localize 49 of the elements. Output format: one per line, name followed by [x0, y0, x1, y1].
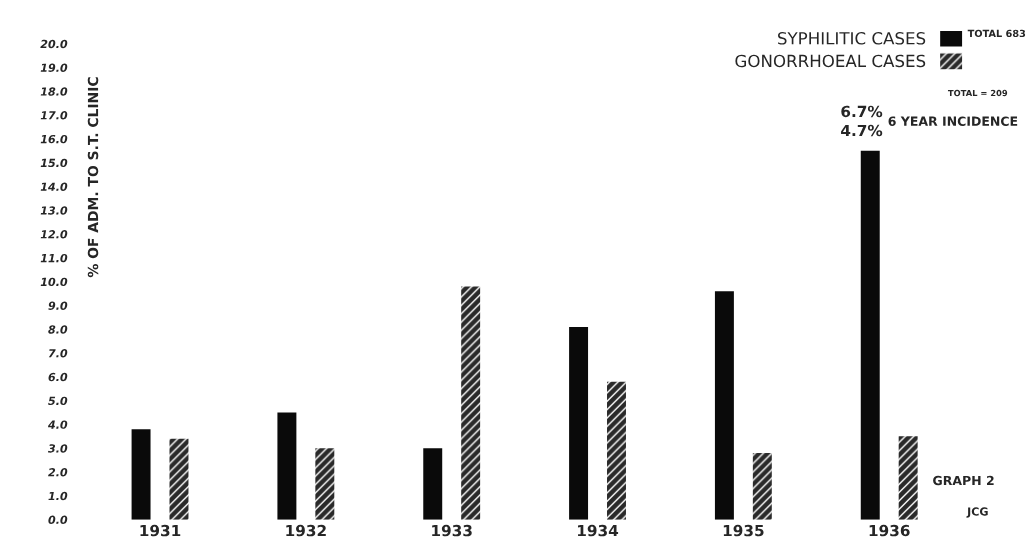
- y-tick-label: 17.0: [40, 111, 68, 120]
- text: JCG: [966, 507, 988, 518]
- bar: [898, 436, 918, 520]
- y-tick-label: 19.0: [40, 63, 68, 72]
- annotation: 6.7%: [841, 105, 883, 118]
- bar: [131, 429, 151, 520]
- annotation: 4.7%: [841, 124, 883, 137]
- x-tick-label: 1936: [869, 524, 910, 537]
- y-tick-label: 5.0: [48, 396, 68, 406]
- bar: [461, 286, 481, 520]
- x-tick-label: 1933: [432, 524, 472, 537]
- x-tick-label: 1934: [578, 524, 619, 537]
- y-tick-label: 12.0: [40, 230, 68, 239]
- bar: [277, 412, 297, 520]
- y-tick-label: 13.0: [40, 206, 68, 215]
- x-tick-label: 1932: [286, 524, 326, 537]
- y-axis-title: % OF ADM. TO S.T. CLINIC: [87, 77, 99, 278]
- annotation: 6 YEAR INCIDENCE: [888, 116, 1018, 126]
- bar: [752, 453, 772, 520]
- y-tick-label: 8.0: [48, 325, 68, 334]
- annotation: TOTAL = 209: [947, 89, 1008, 97]
- y-tick-label: 10.0: [40, 277, 68, 287]
- y-tick-label: 14.0: [40, 182, 68, 191]
- y-tick-label: 16.0: [40, 134, 68, 144]
- text: TOTAL 683: [967, 29, 1026, 38]
- bar: [860, 150, 880, 520]
- bar: [169, 438, 189, 520]
- y-tick-label: 6.0: [48, 372, 68, 382]
- legend-label: GONORRHOEAL CASES: [735, 54, 926, 68]
- y-tick-label: 7.0: [48, 349, 68, 358]
- y-tick-label: 15.0: [40, 158, 68, 168]
- y-tick-label: 18.0: [40, 87, 68, 96]
- annotation: GRAPH 2: [933, 475, 994, 486]
- y-tick-label: 4.0: [47, 420, 68, 429]
- y-tick-label: 11.0: [40, 253, 68, 263]
- bar: [423, 448, 443, 520]
- x-tick-label: 1935: [723, 524, 764, 537]
- bar: [607, 381, 626, 520]
- bar: [315, 448, 335, 520]
- bar: [714, 291, 734, 520]
- y-tick-label: 2.0: [48, 468, 68, 477]
- y-tick-label: 0.0: [48, 515, 68, 525]
- legend-label: SYPHILITIC CASES: [778, 32, 926, 45]
- bar: [569, 326, 589, 520]
- y-tick-label: 3.0: [47, 444, 68, 453]
- y-tick-label: 9.0: [48, 301, 68, 310]
- y-tick-label: 20.0: [40, 39, 68, 49]
- y-tick-label: 1.0: [48, 491, 68, 501]
- x-tick-label: 1931: [140, 524, 181, 537]
